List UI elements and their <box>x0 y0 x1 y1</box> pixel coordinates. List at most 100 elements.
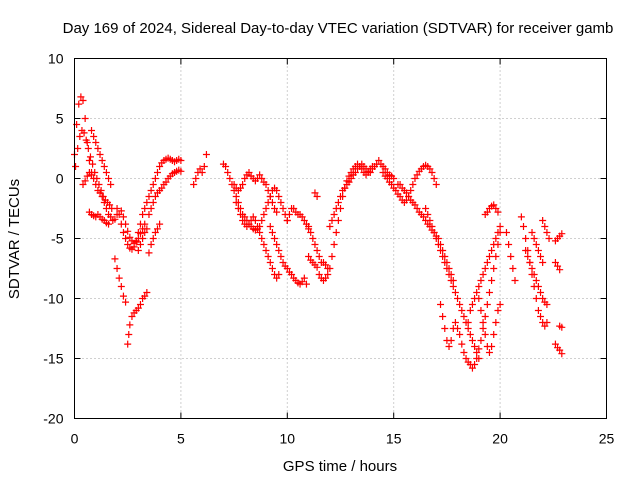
data-point <box>426 165 434 173</box>
data-point <box>551 259 559 266</box>
plot-frame <box>74 58 607 419</box>
data-point <box>262 205 270 212</box>
data-point <box>541 223 549 230</box>
data-point <box>509 265 517 272</box>
data-point <box>532 277 540 284</box>
data-point <box>458 307 466 314</box>
series-arc-22 <box>311 189 321 200</box>
data-point <box>551 340 559 348</box>
data-point <box>283 217 291 224</box>
data-point <box>190 181 198 188</box>
data-point <box>177 167 185 175</box>
data-point <box>275 247 283 254</box>
data-point <box>100 163 108 170</box>
data-point <box>475 345 483 353</box>
data-point <box>522 235 530 242</box>
data-point <box>88 171 96 179</box>
data-point <box>77 93 85 101</box>
data-point <box>117 283 125 290</box>
data-point <box>279 259 287 266</box>
data-point <box>226 175 234 182</box>
data-point <box>153 225 161 233</box>
data-point <box>558 230 566 238</box>
data-point <box>141 292 149 300</box>
data-point <box>200 163 208 170</box>
data-point <box>473 355 481 362</box>
data-point <box>245 169 253 176</box>
data-point <box>477 307 485 314</box>
series-arc-12 <box>124 289 151 348</box>
data-point <box>556 346 564 354</box>
data-point <box>232 193 240 200</box>
data-point <box>322 261 330 269</box>
data-point <box>256 229 264 236</box>
data-point <box>324 271 332 278</box>
data-point <box>537 313 545 320</box>
series-arc-11 <box>111 255 130 306</box>
data-point <box>375 157 383 164</box>
data-point <box>260 211 268 218</box>
data-point <box>273 208 281 216</box>
y-tick-labels: -20 -15 -10 -5 0 5 10 <box>43 51 63 427</box>
series-arc-4 <box>79 169 96 188</box>
data-point <box>485 349 493 356</box>
data-point <box>307 229 315 236</box>
data-point <box>285 211 293 218</box>
data-point <box>419 213 427 221</box>
data-point <box>119 213 127 221</box>
series-arc-28 <box>464 223 504 326</box>
data-point <box>83 172 91 180</box>
x-tick-label: 20 <box>492 431 508 447</box>
data-point <box>447 337 455 344</box>
data-point <box>441 259 449 266</box>
data-point <box>111 255 119 263</box>
data-point <box>468 364 476 372</box>
data-point <box>124 227 132 235</box>
data-point <box>93 175 101 182</box>
data-point <box>537 289 545 296</box>
data-point <box>262 247 270 254</box>
data-point <box>275 193 283 200</box>
data-point <box>539 217 547 224</box>
data-point <box>115 211 123 218</box>
data-point <box>283 265 291 272</box>
data-point <box>264 187 272 194</box>
data-point <box>532 241 540 248</box>
data-point <box>405 193 413 200</box>
data-point <box>119 292 127 300</box>
data-point <box>192 175 200 182</box>
data-point <box>92 139 100 146</box>
data-point <box>105 175 113 182</box>
data-point <box>111 215 119 223</box>
data-point <box>330 241 338 248</box>
data-point <box>224 169 232 176</box>
data-point <box>464 325 472 332</box>
data-point <box>526 259 534 266</box>
data-point <box>122 235 130 242</box>
data-point <box>488 343 496 350</box>
data-point <box>147 241 155 248</box>
data-point <box>298 278 306 286</box>
chart-title: Day 169 of 2024, Sidereal Day-to-day VTE… <box>63 20 614 37</box>
data-point <box>241 213 249 221</box>
data-point <box>332 229 340 236</box>
data-point <box>95 181 103 188</box>
data-point <box>266 259 274 266</box>
series-arc-3 <box>88 127 115 188</box>
data-point <box>162 178 170 186</box>
data-point <box>443 265 451 272</box>
data-point <box>490 331 498 338</box>
data-point <box>145 193 153 200</box>
data-point <box>313 193 321 200</box>
series-arc-13 <box>190 151 210 188</box>
x-axis-label: GPS time / hours <box>283 458 397 475</box>
data-point <box>88 127 96 134</box>
data-point <box>126 321 134 329</box>
data-point <box>273 187 281 194</box>
data-point <box>496 223 504 230</box>
data-point <box>422 205 430 212</box>
data-point <box>141 205 149 212</box>
series-arc-20 <box>305 253 321 271</box>
data-point <box>236 184 244 192</box>
